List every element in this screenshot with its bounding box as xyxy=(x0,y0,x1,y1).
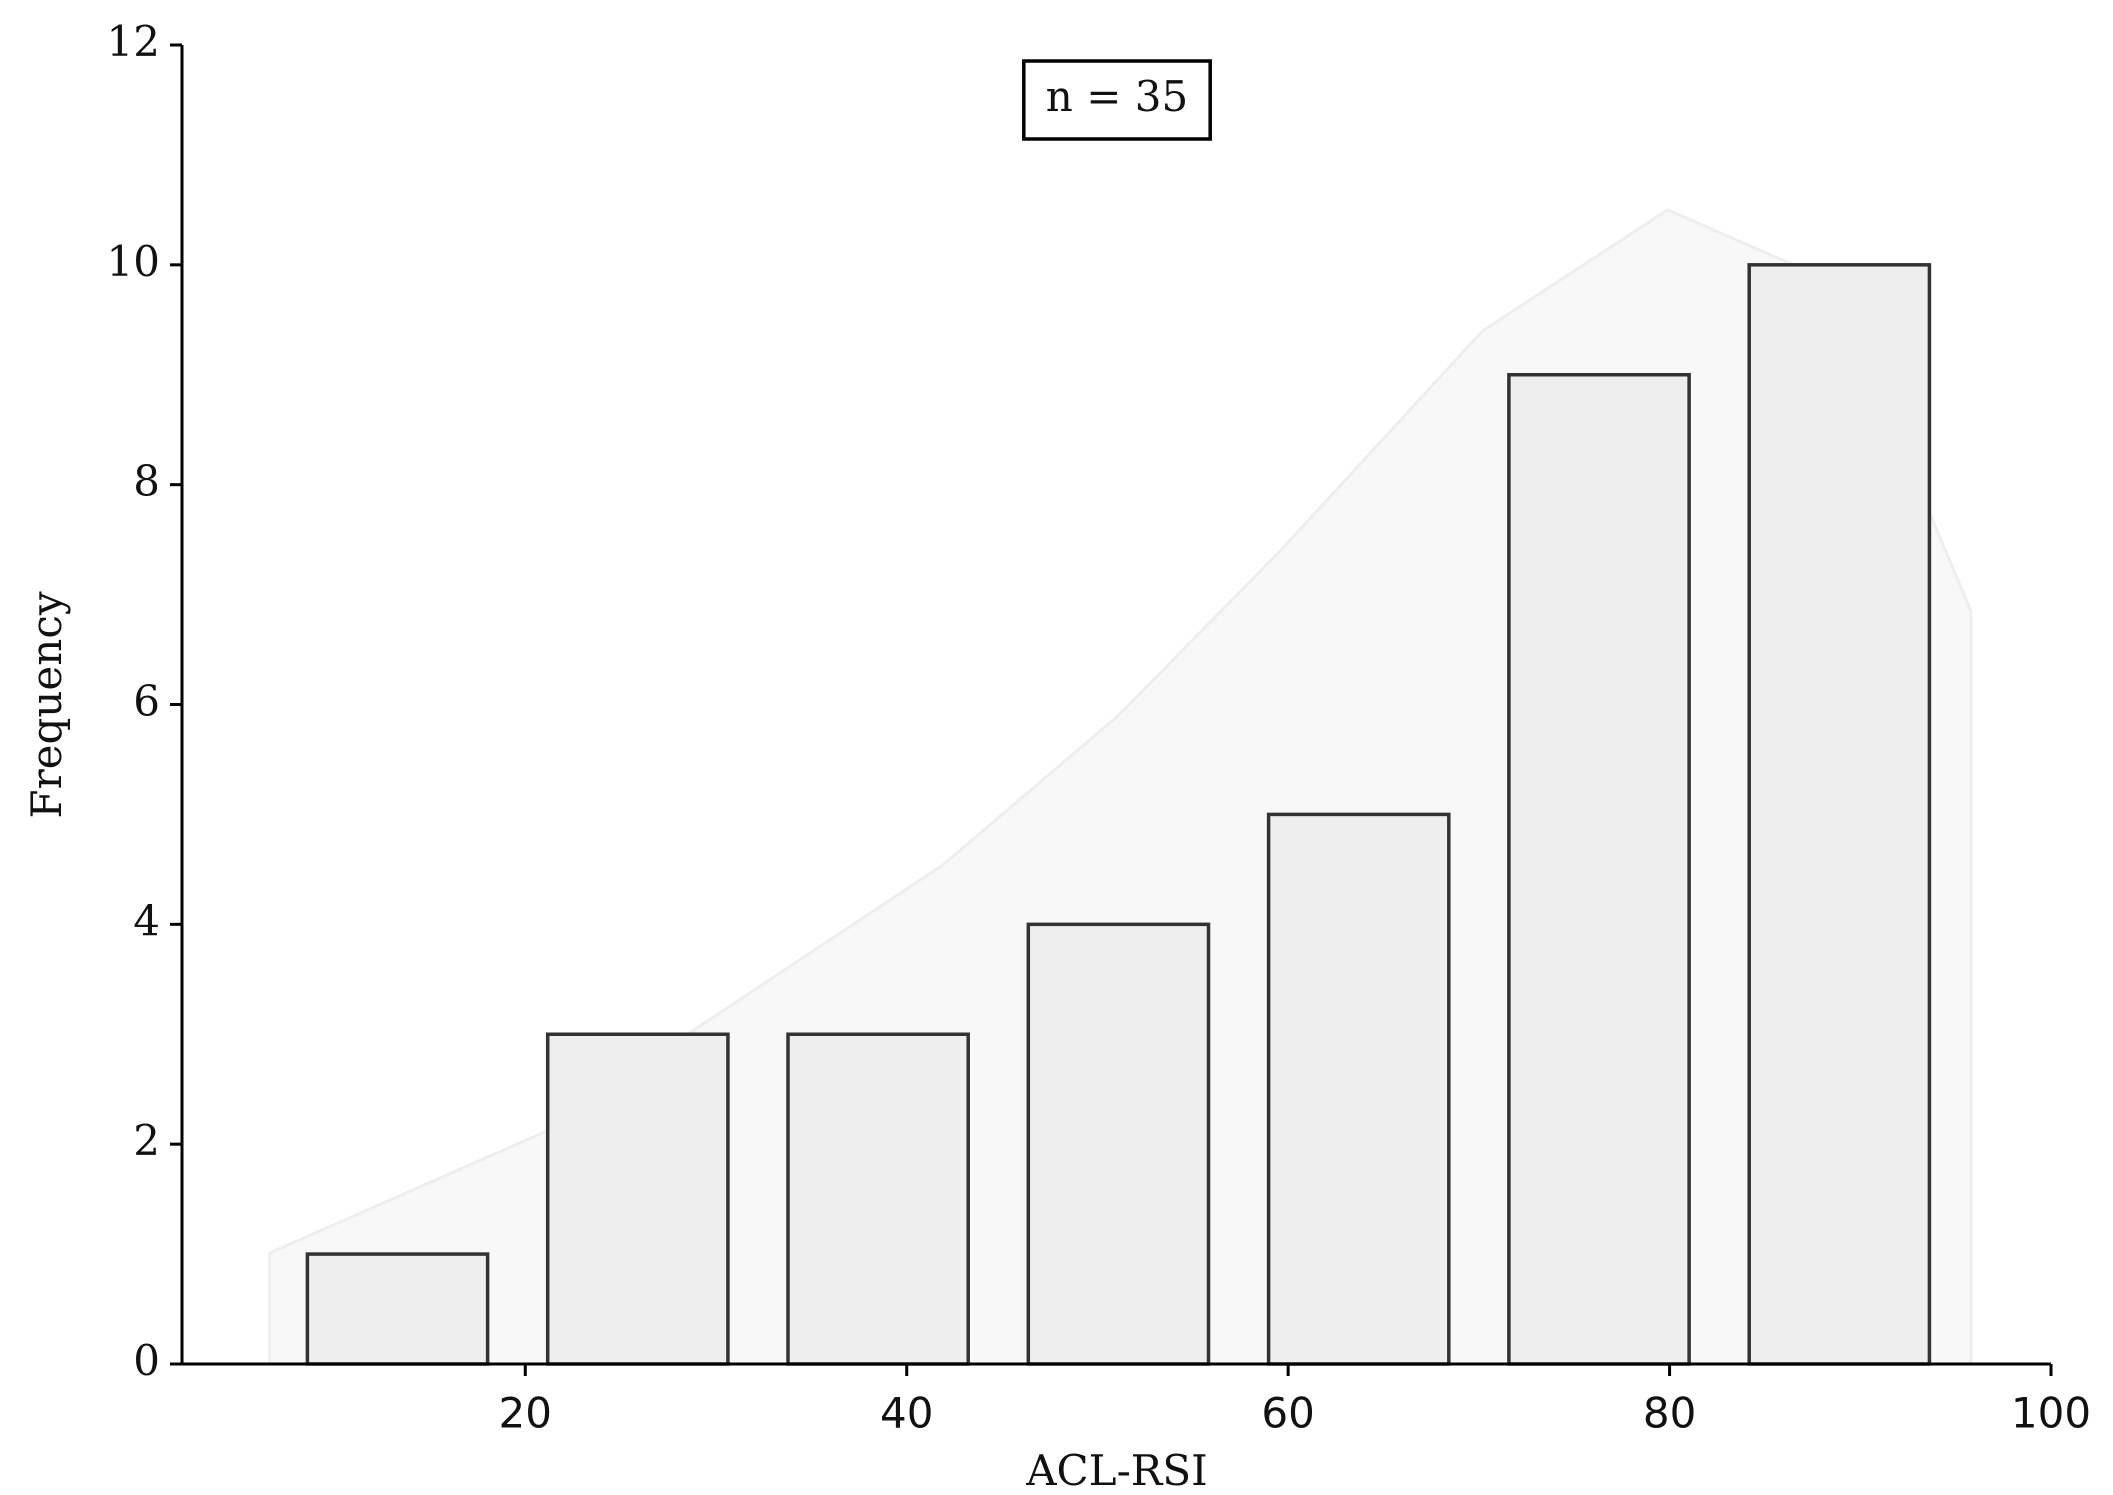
annotation-box xyxy=(1022,59,1212,141)
y-tick-label: 2 xyxy=(133,1116,160,1165)
bar xyxy=(1507,373,1691,1366)
bar xyxy=(1747,263,1932,1366)
x-tick-label: 40 xyxy=(880,1389,933,1438)
bar xyxy=(1026,922,1211,1366)
y-axis-label: Frequency xyxy=(22,591,71,818)
y-tick-label: 6 xyxy=(133,677,160,726)
bar xyxy=(305,1252,490,1366)
bar xyxy=(786,1032,970,1366)
bar xyxy=(1266,812,1451,1366)
y-tick-label: 8 xyxy=(133,457,160,506)
x-tick-label: 60 xyxy=(1261,1389,1314,1438)
y-tick-label: 12 xyxy=(107,17,160,66)
y-tick-label: 4 xyxy=(133,896,160,945)
y-tick-label: 10 xyxy=(107,237,160,286)
bar xyxy=(545,1032,730,1366)
x-tick-label: 100 xyxy=(2011,1389,2091,1438)
x-tick-label: 80 xyxy=(1643,1389,1696,1438)
annotation: n = 35 xyxy=(1046,72,1188,121)
x-axis-label: ACL-RSI xyxy=(1025,1446,1208,1495)
x-tick-label: 20 xyxy=(499,1389,552,1438)
y-tick-label: 0 xyxy=(133,1336,160,1385)
